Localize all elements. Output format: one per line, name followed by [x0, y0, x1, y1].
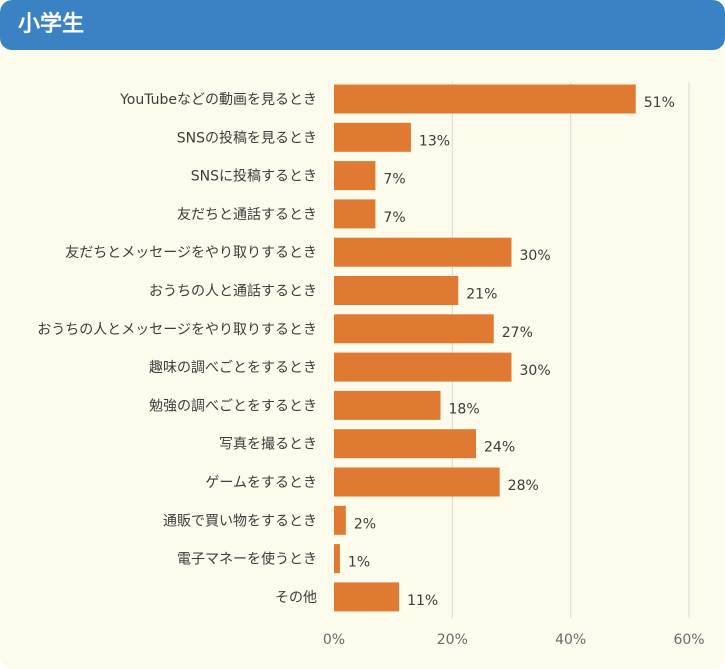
bar [334, 390, 441, 420]
bar [334, 199, 376, 229]
category-label: 電子マネーを使うとき [177, 551, 317, 568]
category-label: ゲームをするとき [205, 475, 317, 491]
category-label: YouTubeなどの動画を見るとき [119, 92, 317, 108]
x-tick-label: 40% [555, 632, 586, 648]
value-label: 27% [502, 325, 533, 341]
value-label: 21% [466, 287, 497, 303]
value-label: 7% [383, 210, 405, 226]
value-label: 11% [407, 593, 438, 609]
category-label: 友だちとメッセージをやり取りするとき [65, 245, 317, 261]
bar [334, 352, 512, 382]
bar [334, 582, 400, 612]
bar [334, 276, 459, 305]
x-tick-label: 20% [437, 632, 468, 648]
category-label: その他 [275, 590, 317, 606]
chart-title: 小学生 [18, 12, 85, 37]
value-label: 24% [484, 440, 515, 456]
value-label: 30% [520, 248, 551, 264]
bar [334, 314, 494, 344]
x-tick-label: 0% [323, 632, 345, 648]
bar [334, 505, 346, 535]
bar [334, 84, 636, 114]
bar [334, 544, 340, 574]
value-label: 7% [383, 172, 405, 188]
category-label: 友だちと通話するとき [177, 206, 317, 223]
category-label: 趣味の調べごとをするとき [149, 360, 317, 376]
bar [334, 122, 411, 152]
category-label: SNSに投稿するとき [191, 169, 317, 185]
category-label: 勉強の調べごとをするとき [149, 398, 317, 414]
category-label: 写真を撮るとき [219, 436, 317, 453]
x-tick-label: 60% [673, 632, 704, 648]
category-label: おうちの人とメッセージをやり取りするとき [37, 322, 317, 338]
category-label: SNSの投稿を見るとき [177, 130, 317, 146]
value-label: 2% [354, 516, 376, 532]
category-label: おうちの人と通話するとき [149, 283, 317, 300]
value-label: 1% [348, 555, 370, 571]
value-label: 28% [508, 478, 539, 494]
bar [334, 429, 476, 459]
value-label: 51% [644, 95, 675, 111]
value-label: 18% [449, 401, 480, 417]
bar [334, 467, 500, 497]
bar [334, 161, 376, 191]
value-label: 13% [419, 133, 450, 149]
bar [334, 237, 512, 267]
value-label: 30% [520, 363, 551, 379]
category-label: 通販で買い物をするとき [163, 513, 317, 529]
header-bar: 小学生 [0, 0, 725, 50]
